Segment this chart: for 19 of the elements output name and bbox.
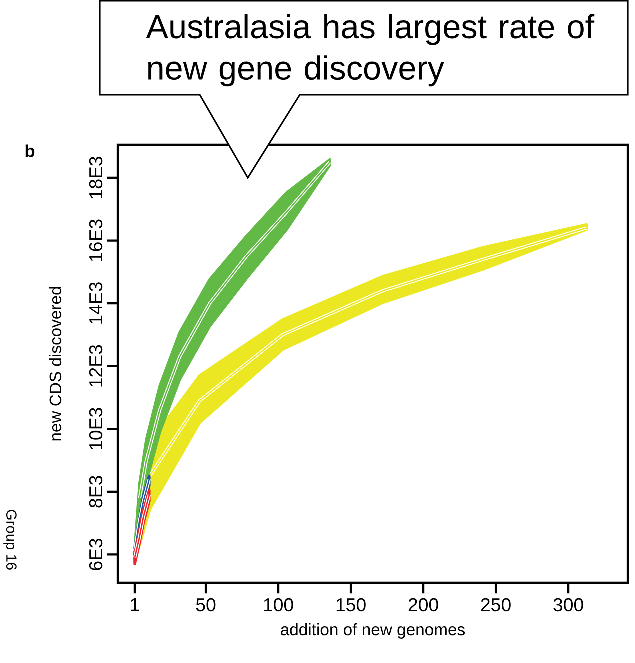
y-tick-label: 14E3 bbox=[89, 282, 103, 324]
text: Australasia has largest rate of new gene discovery bbox=[146, 14, 595, 87]
y-tick-label: 16E3 bbox=[89, 220, 103, 262]
y-tick-label: 6E3 bbox=[89, 538, 103, 570]
y-tick-label: 8E3 bbox=[89, 476, 103, 508]
x-tick-label: 50 bbox=[196, 598, 216, 612]
x-axis-title: addition of new genomes bbox=[281, 623, 466, 639]
y-tick-label: 18E3 bbox=[89, 156, 103, 198]
x-tick-label: 300 bbox=[554, 598, 584, 612]
y-tick-label: 10E3 bbox=[89, 408, 103, 450]
text: b bbox=[26, 144, 35, 158]
x-tick-label: 1 bbox=[131, 598, 140, 612]
text: Group 16 bbox=[4, 510, 17, 570]
y-axis-title: new CDS discovered bbox=[49, 287, 62, 441]
x-tick-label: 250 bbox=[481, 598, 511, 612]
x-tick-label: 200 bbox=[408, 598, 438, 612]
y-tick-label: 12E3 bbox=[89, 345, 103, 387]
x-tick-label: 100 bbox=[264, 598, 294, 612]
x-tick-label: 150 bbox=[336, 598, 366, 612]
